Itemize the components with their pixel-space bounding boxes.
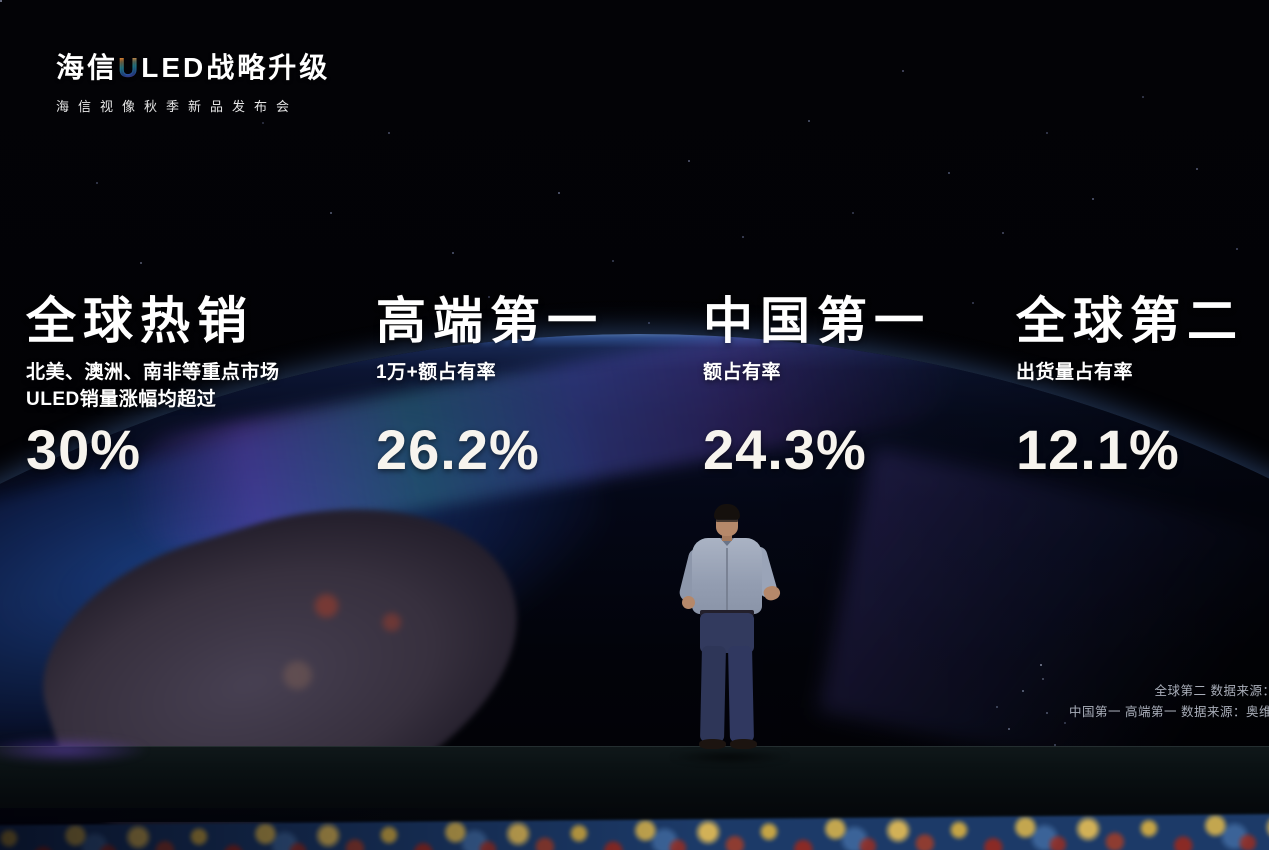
event-logo-title: 海信ULED战略升级 [56,46,330,86]
stat-description: 出货量占有率 [1016,359,1269,415]
footnote-line: 全球第二 数据来源：C [1154,684,1269,698]
stat-value: 30% [26,418,142,481]
presenter-right-leg [727,645,755,743]
logo-hisense: 海信 [56,52,119,83]
stat-value: 24.3% [703,418,867,481]
stat-description: 北美、澳洲、南非等重点市场 ULED销量涨幅均超过 [26,359,366,415]
presenter-left-leg [699,645,727,743]
presenter-shadow [670,750,790,764]
presenter-shirt-buttons [726,548,728,610]
carpet-shade [0,808,1269,850]
presenter-neck [722,534,732,541]
stat-block-global-second: 全球第二 出货量占有率 12.1% [1016,293,1269,482]
logo-suffix: 战略升级 [206,52,331,83]
stat-value: 26.2% [376,418,540,481]
stat-description-line: 出货量占有率 [1016,362,1134,383]
stat-title: 中国第一 [703,293,931,349]
event-logo-subtitle: 海信视像秋季新品发布会 [56,99,299,114]
stat-value: 12.1% [1016,418,1180,481]
stage-purple-glow [0,736,150,764]
presenter-hair [714,504,740,520]
stat-description-line: 额占有率 [703,362,782,383]
stat-block-global-hot-sales: 全球热销 北美、澳洲、南非等重点市场 ULED销量涨幅均超过 30% [26,293,366,482]
data-source-footnotes: 全球第二 数据来源：C 中国第一 高端第一 数据来源：奥维中 [1069,681,1269,723]
stat-block-highend-first: 高端第一 1万+额占有率 26.2% [376,293,716,482]
stat-description-line: 1万+额占有率 [376,362,497,383]
footnote-line: 中国第一 高端第一 数据来源：奥维中 [1069,705,1269,719]
presenter-right-shoe [730,739,757,749]
stat-description-line: 北美、澳洲、南非等重点市场 [26,362,280,383]
stat-description: 额占有率 [703,359,1043,415]
event-logo: 海信ULED战略升级 海信视像秋季新品发布会 [56,46,330,115]
presenter [660,500,800,764]
presenter-glasses [716,519,738,522]
logo-uled-u-icon: U [118,52,142,83]
stat-description-line: ULED销量涨幅均超过 [26,389,217,410]
presenter-collar [720,538,734,546]
presenter-left-hand [682,596,695,609]
stars [0,0,2,2]
logo-led: LED [141,52,207,83]
stat-title: 高端第一 [376,293,604,349]
stat-title: 全球第二 [1016,293,1244,349]
stat-block-china-first: 中国第一 额占有率 24.3% [703,293,1043,482]
presenter-left-shoe [699,739,726,749]
stat-description: 1万+额占有率 [376,359,716,415]
stat-title: 全球热销 [26,293,254,349]
